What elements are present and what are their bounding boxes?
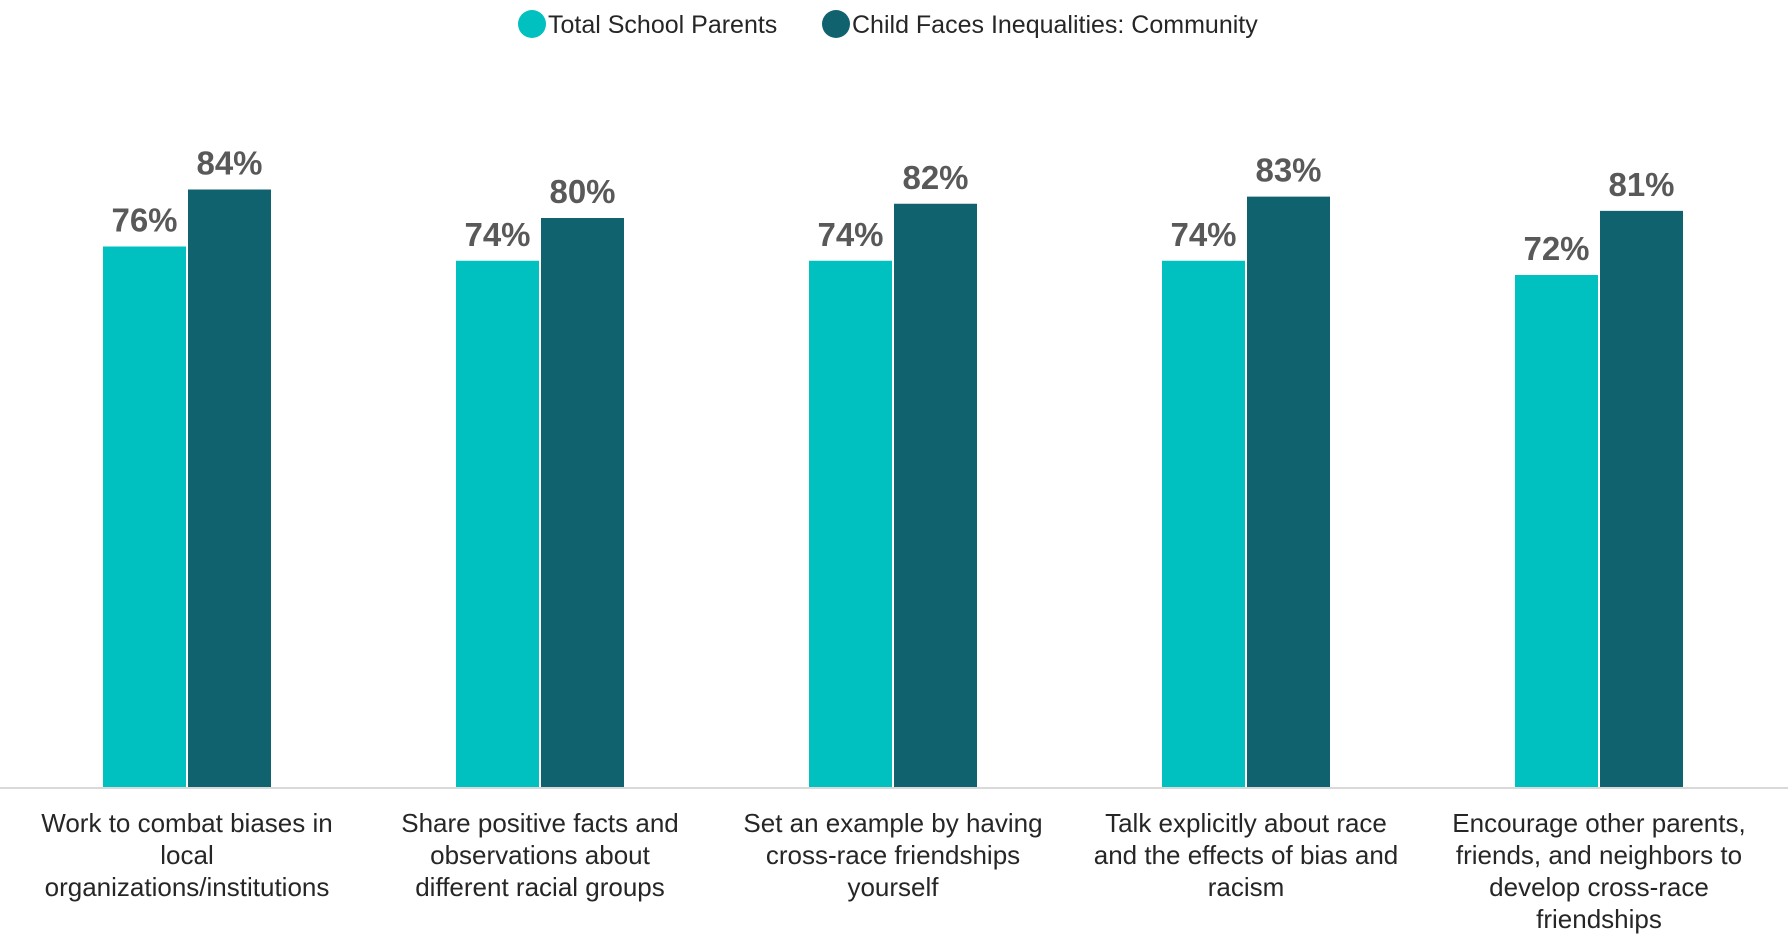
legend-marker-child-faces-inequalities bbox=[822, 10, 850, 38]
category-label-5-line-3: develop cross-race bbox=[1489, 872, 1709, 902]
value-label-child-faces-inequalities-2: 80% bbox=[549, 173, 615, 210]
legend-label-total-school-parents: Total School Parents bbox=[548, 11, 777, 39]
value-labels-group: 76% 84% 74% 80% 74% 82% 74% 83% 72% 81% bbox=[111, 145, 1674, 268]
value-label-child-faces-inequalities-3: 82% bbox=[902, 159, 968, 196]
legend-marker-total-school-parents bbox=[518, 10, 546, 38]
category-label-1-line-1: Work to combat biases in bbox=[41, 808, 332, 838]
category-label-2-line-1: Share positive facts and bbox=[401, 808, 679, 838]
category-label-3-line-1: Set an example by having bbox=[743, 808, 1042, 838]
category-labels-group: Work to combat biases inlocalorganizatio… bbox=[41, 808, 1745, 934]
category-label-2-line-2: observations about bbox=[430, 840, 650, 870]
bar-child-faces-inequalities-1 bbox=[188, 189, 271, 788]
category-label-5-line-1: Encourage other parents, bbox=[1452, 808, 1745, 838]
value-label-child-faces-inequalities-5: 81% bbox=[1608, 166, 1674, 203]
category-label-2-line-3: different racial groups bbox=[415, 872, 665, 902]
bar-total-school-parents-3 bbox=[809, 260, 892, 788]
bar-child-faces-inequalities-4 bbox=[1247, 196, 1330, 788]
value-label-total-school-parents-1: 76% bbox=[111, 202, 177, 239]
category-label-1-line-3: organizations/institutions bbox=[45, 872, 330, 902]
bar-child-faces-inequalities-2 bbox=[541, 218, 624, 788]
category-label-5-line-2: friends, and neighbors to bbox=[1456, 840, 1742, 870]
bar-total-school-parents-5 bbox=[1515, 275, 1598, 788]
bar-total-school-parents-2 bbox=[456, 260, 539, 788]
value-label-total-school-parents-5: 72% bbox=[1523, 230, 1589, 267]
category-label-4-line-1: Talk explicitly about race bbox=[1105, 808, 1387, 838]
bars-group bbox=[103, 189, 1683, 788]
category-label-4-line-3: racism bbox=[1208, 872, 1285, 902]
category-label-4-line-2: and the effects of bias and bbox=[1094, 840, 1399, 870]
bar-child-faces-inequalities-3 bbox=[894, 203, 977, 788]
bar-total-school-parents-4 bbox=[1162, 260, 1245, 788]
category-label-3-line-3: yourself bbox=[847, 872, 939, 902]
value-label-total-school-parents-3: 74% bbox=[817, 216, 883, 253]
value-label-total-school-parents-4: 74% bbox=[1170, 216, 1236, 253]
bar-total-school-parents-1 bbox=[103, 246, 186, 788]
category-label-1-line-2: local bbox=[160, 840, 213, 870]
category-label-5-line-4: friendships bbox=[1536, 904, 1662, 934]
legend: Total School Parents Child Faces Inequal… bbox=[518, 10, 1258, 39]
value-label-child-faces-inequalities-4: 83% bbox=[1255, 152, 1321, 189]
bar-child-faces-inequalities-5 bbox=[1600, 210, 1683, 788]
value-label-child-faces-inequalities-1: 84% bbox=[196, 145, 262, 182]
category-label-3-line-2: cross-race friendships bbox=[766, 840, 1020, 870]
legend-label-child-faces-inequalities: Child Faces Inequalities: Community bbox=[852, 11, 1258, 39]
value-label-total-school-parents-2: 74% bbox=[464, 216, 530, 253]
